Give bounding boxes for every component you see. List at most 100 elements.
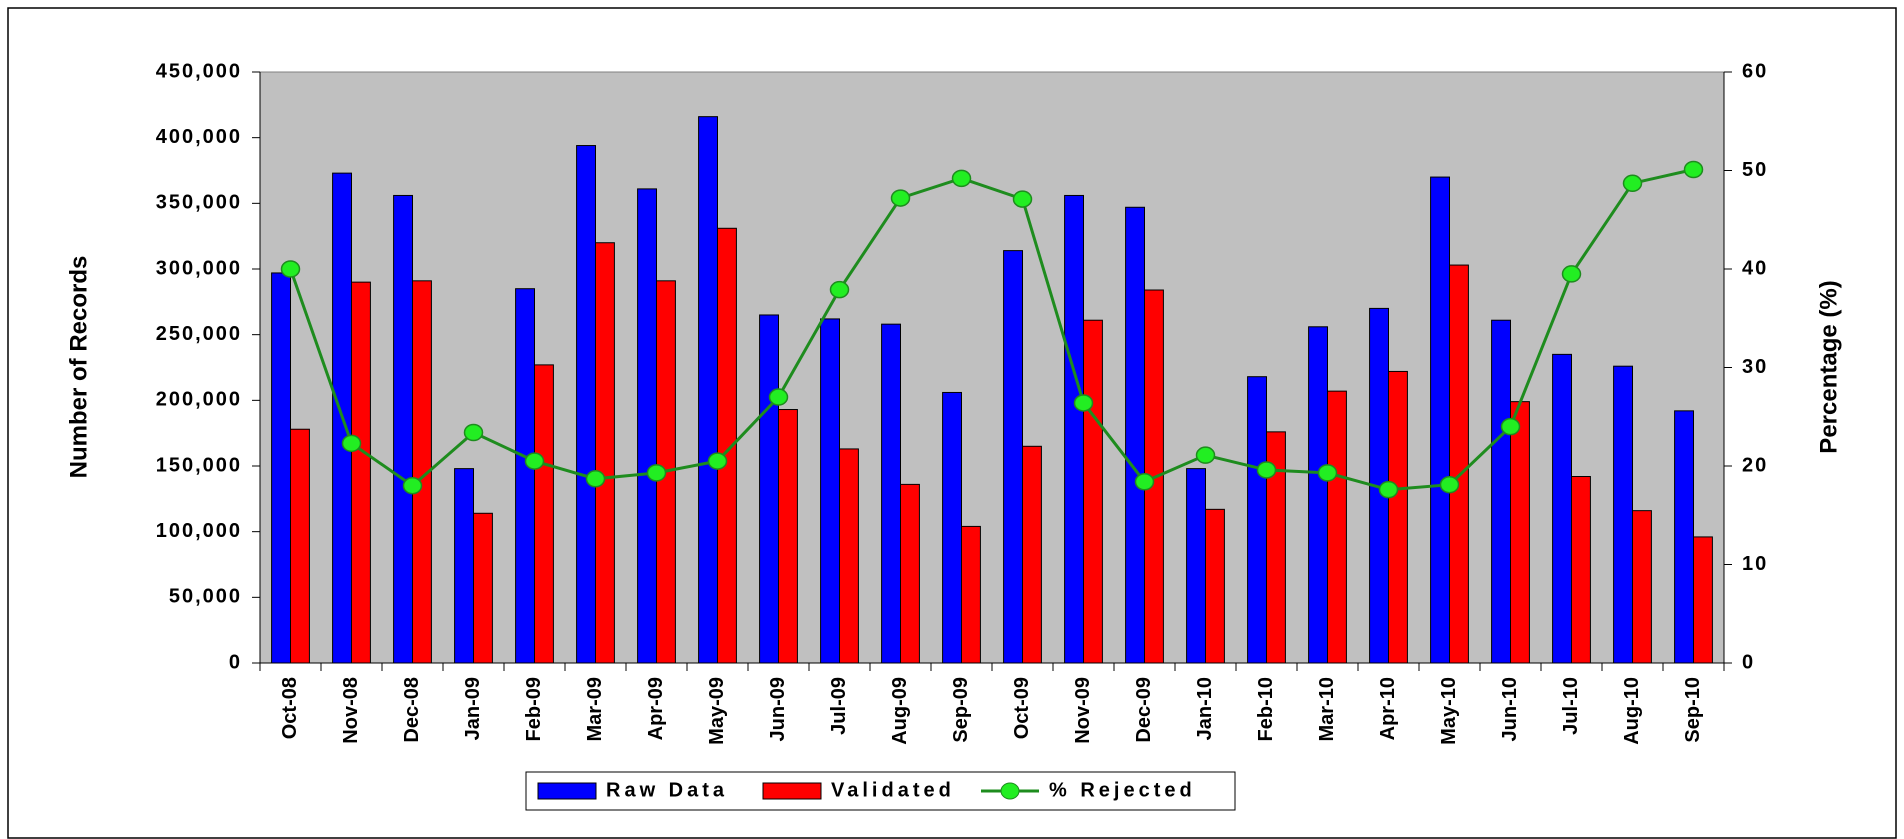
x-tick-label: Apr-09 — [645, 677, 667, 740]
bar — [1125, 206, 1145, 664]
line-marker — [1012, 190, 1033, 208]
y-tick-label: 300,000 — [156, 257, 242, 279]
bar — [717, 227, 737, 664]
x-tick-label: Jun-09 — [767, 677, 789, 741]
y-tick-label: 150,000 — [156, 454, 242, 476]
bar — [1083, 319, 1103, 664]
x-tick-label: May-10 — [1438, 677, 1460, 745]
y2-tick-label: 50 — [1742, 159, 1768, 181]
line-marker — [1073, 394, 1094, 412]
y2-tick-label: 30 — [1742, 356, 1768, 378]
y-tick-label: 100,000 — [156, 520, 242, 542]
legend-label: Raw Data — [606, 779, 728, 801]
x-tick-label: Oct-08 — [279, 677, 301, 739]
bar — [1449, 264, 1469, 664]
bar — [839, 448, 859, 664]
line-marker — [280, 260, 301, 278]
x-tick-label: Jan-09 — [462, 677, 484, 740]
line-marker — [1134, 473, 1155, 491]
line-marker — [890, 189, 911, 207]
x-tick-label: Jan-10 — [1194, 677, 1216, 740]
bar — [1003, 250, 1024, 664]
bar — [595, 242, 615, 664]
bar — [820, 318, 841, 664]
bar — [1388, 370, 1408, 664]
bar — [1327, 390, 1347, 664]
bar — [351, 281, 371, 664]
bar — [881, 323, 902, 664]
y-tick-label: 200,000 — [156, 389, 242, 411]
line-marker — [951, 169, 972, 188]
bar — [1022, 445, 1042, 664]
x-tick-label: Mar-09 — [584, 677, 606, 741]
bar — [1674, 410, 1694, 664]
x-tick-label: Feb-10 — [1255, 677, 1277, 741]
bar — [412, 280, 432, 664]
bar — [1186, 468, 1206, 664]
x-tick-label: Aug-09 — [889, 677, 911, 745]
legend — [525, 771, 1236, 811]
legend-swatch — [537, 782, 597, 800]
bar — [1064, 194, 1084, 664]
legend-swatch — [762, 782, 822, 800]
x-tick-label: Mar-10 — [1316, 677, 1338, 741]
legend-marker — [1000, 782, 1020, 800]
x-tick-label: May-09 — [706, 677, 728, 745]
bar — [576, 145, 597, 664]
y2-tick-label: 60 — [1742, 60, 1768, 82]
bar — [534, 364, 554, 664]
y-axis-label: Number of Records — [65, 256, 92, 479]
x-tick-label: Dec-08 — [401, 677, 423, 743]
x-tick-label: Sep-09 — [950, 677, 972, 743]
bar — [778, 409, 798, 664]
bar — [1430, 176, 1450, 664]
line — [289, 168, 1694, 492]
line-marker — [1256, 461, 1277, 479]
line-marker — [1683, 160, 1704, 179]
legend-label: Validated — [831, 779, 955, 801]
x-tick-label: Jun-10 — [1499, 677, 1521, 741]
x-tick-label: Jul-09 — [828, 677, 850, 735]
bar — [1308, 326, 1328, 664]
y2-tick-label: 20 — [1742, 454, 1768, 476]
y2-axis-label: Percentage (%) — [1815, 280, 1842, 453]
bar — [1266, 431, 1286, 664]
line-marker — [1317, 464, 1338, 482]
y-tick-label: 50,000 — [169, 586, 242, 608]
line-marker — [768, 388, 789, 406]
x-tick-label: Aug-10 — [1621, 677, 1643, 745]
line-marker — [1561, 265, 1582, 283]
line-marker — [402, 476, 423, 495]
line-marker — [1195, 446, 1216, 464]
line-marker — [341, 434, 362, 453]
x-tick-label: Oct-09 — [1011, 677, 1033, 739]
x-tick-label: Feb-09 — [523, 677, 545, 741]
x-tick-label: Jul-10 — [1560, 677, 1582, 735]
bar — [942, 391, 963, 664]
bar — [759, 314, 780, 664]
bar — [473, 512, 493, 664]
bar — [1510, 401, 1530, 664]
line-marker — [1439, 475, 1460, 494]
bar — [271, 272, 291, 664]
bar — [1632, 510, 1652, 664]
y2-tick-label: 40 — [1742, 257, 1768, 279]
bar — [1247, 376, 1267, 664]
x-tick-label: Sep-10 — [1682, 677, 1704, 743]
line-marker — [1500, 417, 1521, 436]
line-marker — [585, 470, 606, 488]
bar — [1613, 365, 1633, 664]
line-marker — [463, 423, 484, 442]
bar — [1693, 536, 1713, 664]
bar — [698, 116, 719, 664]
line-marker — [646, 464, 667, 482]
legend-label: % Rejected — [1049, 779, 1196, 801]
y2-tick-label: 10 — [1742, 553, 1768, 575]
y-tick-label: 250,000 — [156, 323, 242, 345]
y-tick-label: 0 — [229, 651, 242, 673]
x-tick-label: Dec-09 — [1133, 677, 1155, 743]
x-tick-label: Apr-10 — [1377, 677, 1399, 740]
bar — [1491, 319, 1511, 664]
y2-tick-label: 0 — [1742, 651, 1755, 673]
